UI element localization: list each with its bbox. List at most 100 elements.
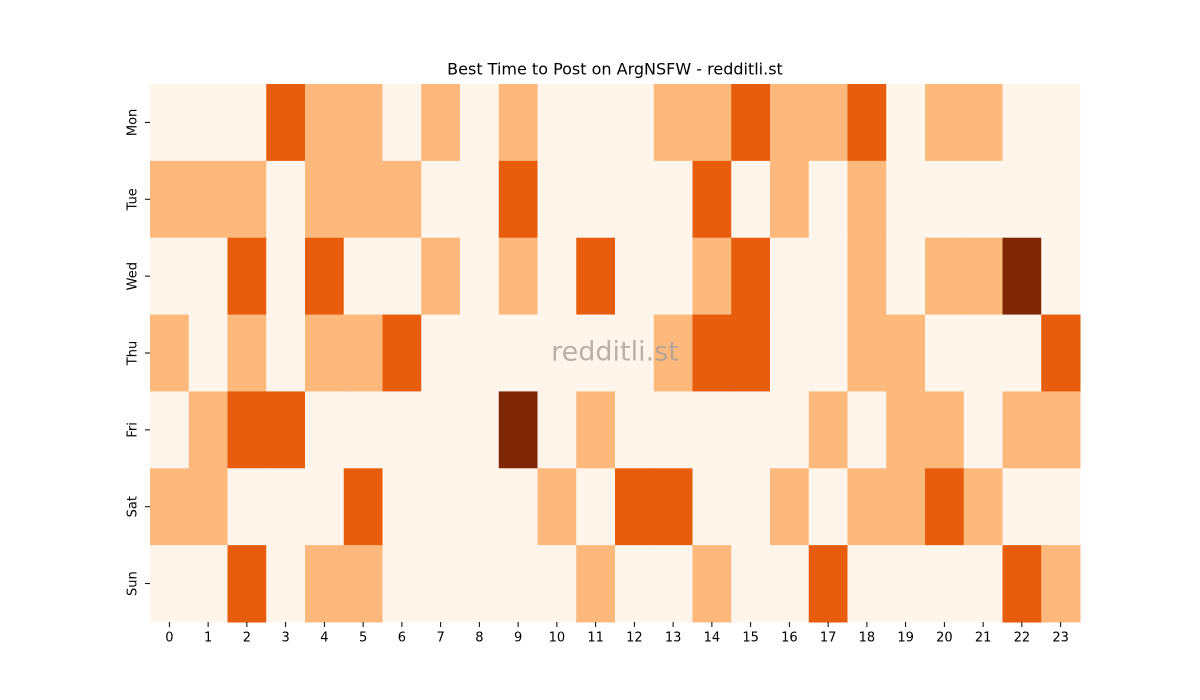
heatmap-cell [382,314,422,392]
heatmap-cell [305,468,345,546]
heatmap-cell [576,545,616,623]
heatmap-cell [925,468,965,546]
y-tick-label: Wed [126,262,141,290]
heatmap-cell [460,160,500,239]
heatmap-cell [615,545,655,623]
heatmap-cell [770,84,810,162]
heatmap-cell [227,545,267,623]
heatmap-cell [963,314,1003,392]
heatmap-cell [886,237,926,316]
heatmap-cell [1041,237,1081,316]
heatmap-cell [653,468,693,546]
heatmap-cell [731,237,771,316]
heatmap-cell [421,545,461,623]
x-tick-label: 3 [281,631,289,646]
heatmap-cell [382,391,422,469]
heatmap-cell [460,545,500,623]
heatmap-cell [963,84,1003,162]
heatmap-cell [770,468,810,546]
heatmap-cell [188,84,228,162]
x-tick-label: 12 [626,631,643,646]
heatmap-cell [537,237,577,316]
heatmap-cell [692,314,732,392]
heatmap-cell [692,545,732,623]
heatmap-cell [460,237,500,316]
heatmap-cell [576,84,616,162]
x-tick-label: 22 [1014,631,1031,646]
heatmap-cell [1041,545,1081,623]
heatmap-cell [343,160,383,239]
x-tick-label: 4 [320,631,328,646]
heatmap-cell [615,84,655,162]
x-tick-label: 11 [587,631,604,646]
y-tick-label: Fri [126,422,141,438]
heatmap-cell [343,237,383,316]
heatmap-cell [847,391,887,469]
heatmap-cell [770,314,810,392]
heatmap-cell [382,468,422,546]
heatmap-cell [925,391,965,469]
heatmap-cell [925,160,965,239]
heatmap-cell [150,468,190,546]
heatmap-cell [847,237,887,316]
heatmap-cell [305,160,345,239]
heatmap-cell [150,84,190,162]
heatmap-cell [1002,545,1042,623]
x-tick-label: 1 [204,631,212,646]
heatmap-cell [808,237,848,316]
heatmap-cell [731,84,771,162]
heatmap-cell [150,545,190,623]
heatmap-cell [537,160,577,239]
heatmap-cell [266,84,306,162]
heatmap-cell [886,314,926,392]
heatmap-cell [731,468,771,546]
heatmap-cell [1002,160,1042,239]
heatmap-cell [808,314,848,392]
heatmap-cell [188,160,228,239]
heatmap-cell [963,237,1003,316]
heatmap-cell [576,237,616,316]
heatmap-cell [150,391,190,469]
heatmap-cell [537,468,577,546]
heatmap-cell [808,84,848,162]
heatmap-cell [1041,468,1081,546]
heatmap-cell [576,468,616,546]
watermark: redditli.st [551,337,679,368]
heatmap-cell [537,314,577,392]
heatmap-cell [615,237,655,316]
heatmap-cell [498,314,538,392]
heatmap-cell [770,545,810,623]
heatmap-cell [266,314,306,392]
x-tick-label: 0 [165,631,173,646]
heatmap-cell [808,545,848,623]
heatmap-cell [498,160,538,239]
heatmap-cell [227,237,267,316]
y-tick-label: Tue [126,188,141,211]
heatmap-cell [692,160,732,239]
x-tick-label: 15 [742,631,759,646]
heatmap-cell [731,391,771,469]
heatmap-cell [1002,237,1042,316]
x-tick-label: 5 [359,631,367,646]
heatmap-cell [576,314,616,392]
heatmap-cell [847,314,887,392]
heatmap-cell [498,468,538,546]
heatmap-cell [266,468,306,546]
heatmap-cell [382,160,422,239]
x-tick-label: 10 [549,631,566,646]
x-tick-label: 6 [398,631,406,646]
heatmap-cell [1002,84,1042,162]
heatmap-cell [266,391,306,469]
x-tick-label: 2 [243,631,251,646]
heatmap-cell [498,84,538,162]
heatmap-cell [343,391,383,469]
heatmap-cell [537,84,577,162]
x-tick-label: 23 [1052,631,1069,646]
heatmap-cell [692,391,732,469]
heatmap-cell [615,391,655,469]
heatmap-cell [537,391,577,469]
heatmap-cell [615,314,655,392]
heatmap-cell [847,84,887,162]
heatmap-cell [1041,160,1081,239]
